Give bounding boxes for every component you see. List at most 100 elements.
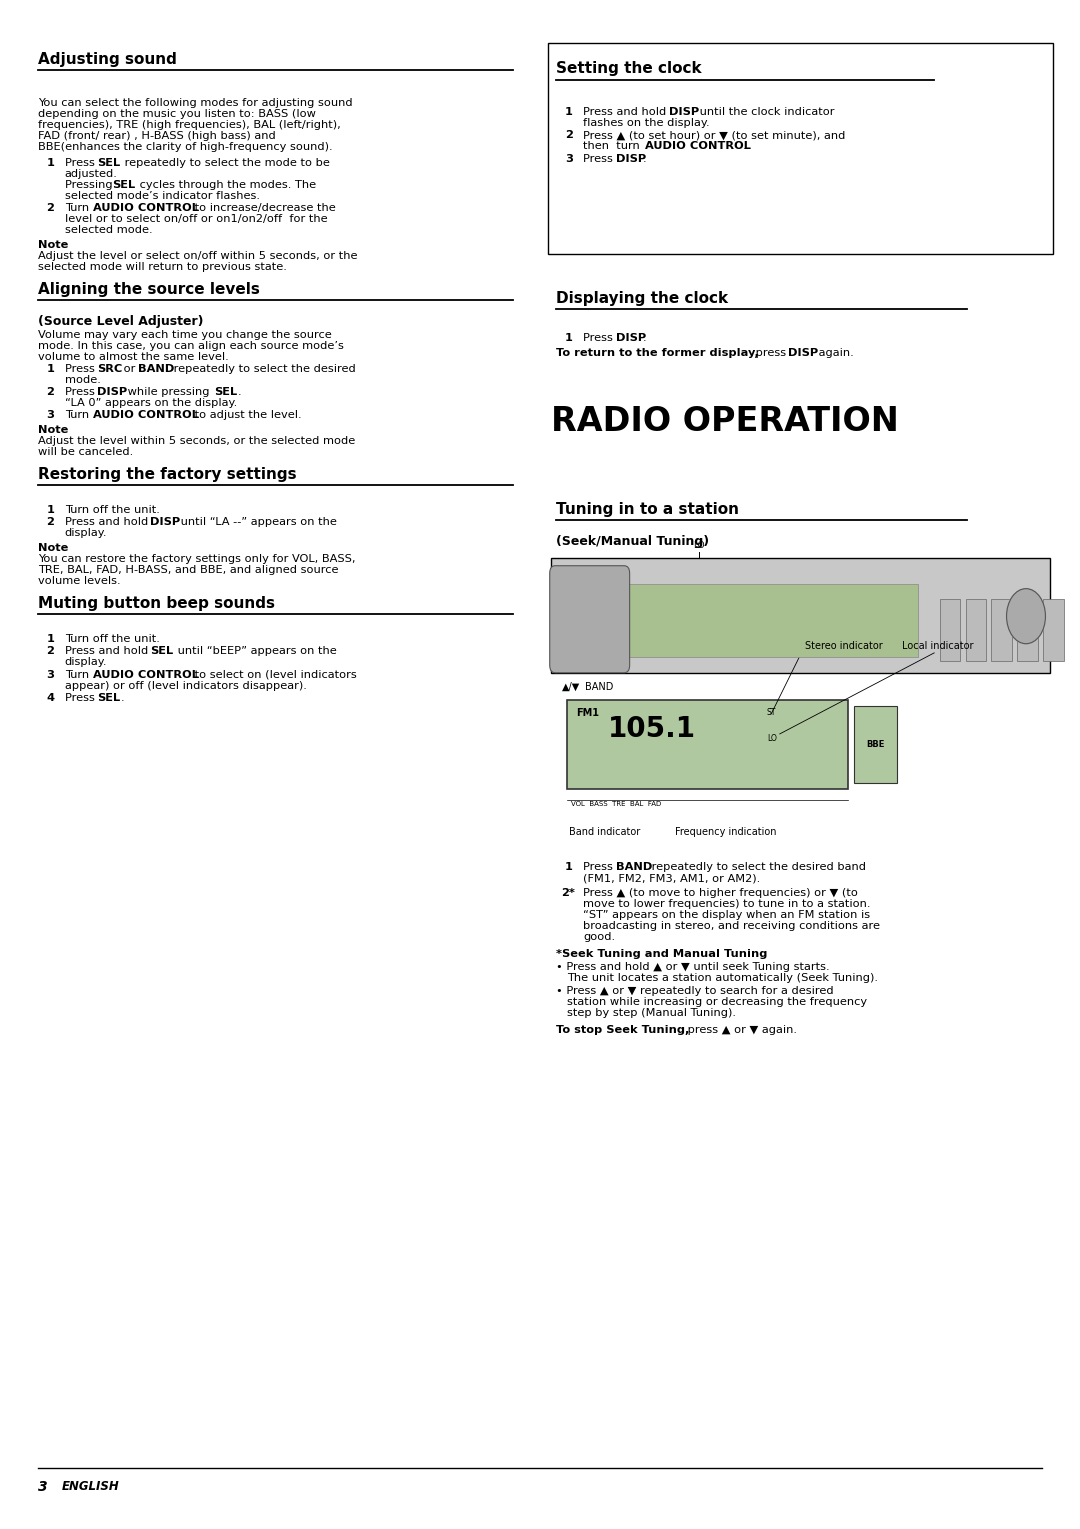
FancyBboxPatch shape — [854, 706, 897, 783]
Text: adjusted.: adjusted. — [65, 168, 118, 179]
Text: LO: LO — [767, 734, 777, 743]
FancyBboxPatch shape — [1043, 599, 1064, 661]
Text: volume to almost the same level.: volume to almost the same level. — [38, 352, 229, 362]
Text: Turn: Turn — [65, 203, 93, 213]
Text: 1: 1 — [565, 862, 572, 873]
Text: Setting the clock: Setting the clock — [556, 61, 702, 76]
FancyBboxPatch shape — [548, 43, 1053, 254]
Text: Press: Press — [583, 862, 617, 873]
Text: 2: 2 — [46, 203, 54, 213]
Text: then  turn: then turn — [583, 141, 644, 151]
Text: repeatedly to select the desired band: repeatedly to select the desired band — [648, 862, 866, 873]
Text: (Seek/Manual Tuning): (Seek/Manual Tuning) — [556, 535, 710, 549]
Text: .: . — [643, 153, 646, 164]
FancyBboxPatch shape — [567, 700, 848, 789]
Text: DISP: DISP — [788, 347, 819, 358]
Text: Adjusting sound: Adjusting sound — [38, 52, 177, 67]
Text: VOL  BASS  TRE  BAL  FAD: VOL BASS TRE BAL FAD — [571, 801, 662, 807]
Text: TRE, BAL, FAD, H-BASS, and BBE, and aligned source: TRE, BAL, FAD, H-BASS, and BBE, and alig… — [38, 564, 338, 575]
Text: Muting button beep sounds: Muting button beep sounds — [38, 596, 274, 612]
Text: AUDIO CONTROL: AUDIO CONTROL — [93, 670, 199, 679]
Text: 1: 1 — [565, 333, 572, 344]
FancyBboxPatch shape — [1017, 599, 1038, 661]
Text: Press and hold: Press and hold — [583, 107, 670, 118]
Text: 3: 3 — [46, 410, 54, 420]
Text: DISP: DISP — [669, 107, 699, 118]
Text: BAND: BAND — [138, 364, 175, 375]
Text: mode.: mode. — [65, 375, 100, 385]
Text: Press: Press — [65, 693, 98, 703]
Text: press ▲ or ▼ again.: press ▲ or ▼ again. — [684, 1024, 797, 1035]
Text: AUDIO CONTROL: AUDIO CONTROL — [93, 203, 199, 213]
FancyBboxPatch shape — [551, 558, 1050, 673]
Text: *Seek Tuning and Manual Tuning: *Seek Tuning and Manual Tuning — [556, 948, 768, 959]
Text: display.: display. — [65, 529, 107, 538]
Text: 1: 1 — [46, 505, 54, 515]
Text: selected mode will return to previous state.: selected mode will return to previous st… — [38, 261, 286, 272]
Text: .: . — [643, 333, 646, 344]
Text: SEL: SEL — [150, 647, 173, 656]
Text: Press: Press — [65, 387, 98, 398]
FancyBboxPatch shape — [991, 599, 1012, 661]
Text: flashes on the display.: flashes on the display. — [583, 118, 710, 128]
Text: 1: 1 — [46, 157, 54, 168]
Text: Stereo indicator: Stereo indicator — [805, 641, 882, 651]
FancyBboxPatch shape — [629, 584, 918, 657]
Text: station while increasing or decreasing the frequency: station while increasing or decreasing t… — [567, 997, 867, 1008]
Text: Frequency indication: Frequency indication — [675, 827, 777, 838]
Text: will be canceled.: will be canceled. — [38, 446, 133, 457]
Text: FAD (front/ rear) , H-BASS (high bass) and: FAD (front/ rear) , H-BASS (high bass) a… — [38, 131, 275, 141]
Text: mode. In this case, you can align each source mode’s: mode. In this case, you can align each s… — [38, 341, 343, 350]
Text: to adjust the level.: to adjust the level. — [191, 410, 301, 420]
Text: selected mode’s indicator flashes.: selected mode’s indicator flashes. — [65, 191, 260, 200]
Text: BBE(enhances the clarity of high-frequency sound).: BBE(enhances the clarity of high-frequen… — [38, 142, 333, 153]
Text: (Source Level Adjuster): (Source Level Adjuster) — [38, 315, 203, 329]
Text: Press: Press — [65, 364, 98, 375]
Text: Adjust the level within 5 seconds, or the selected mode: Adjust the level within 5 seconds, or th… — [38, 436, 355, 446]
Text: 2: 2 — [565, 130, 572, 141]
Text: You can select the following modes for adjusting sound: You can select the following modes for a… — [38, 98, 352, 109]
Text: Volume may vary each time you change the source: Volume may vary each time you change the… — [38, 330, 332, 339]
Text: The unit locates a station automatically (Seek Tuning).: The unit locates a station automatically… — [567, 972, 878, 983]
Text: while pressing: while pressing — [124, 387, 214, 398]
Text: .: . — [238, 387, 241, 398]
Text: appear) or off (level indicators disappear).: appear) or off (level indicators disappe… — [65, 680, 307, 691]
Circle shape — [1007, 589, 1045, 644]
Text: frequencies), TRE (high frequencies), BAL (left/right),: frequencies), TRE (high frequencies), BA… — [38, 119, 340, 130]
Text: ST: ST — [767, 708, 777, 717]
Text: To return to the former display,: To return to the former display, — [556, 347, 759, 358]
Text: repeatedly to select the mode to be: repeatedly to select the mode to be — [121, 157, 329, 168]
FancyBboxPatch shape — [966, 599, 986, 661]
Text: Note: Note — [38, 543, 68, 553]
Text: display.: display. — [65, 657, 107, 667]
Text: volume levels.: volume levels. — [38, 576, 121, 586]
Text: good.: good. — [583, 933, 616, 942]
Text: 1: 1 — [46, 635, 54, 644]
Text: 2: 2 — [46, 517, 54, 528]
Text: To stop Seek Tuning,: To stop Seek Tuning, — [556, 1024, 689, 1035]
Text: until “bEEP” appears on the: until “bEEP” appears on the — [174, 647, 337, 656]
Text: Turn: Turn — [65, 410, 93, 420]
Text: You can restore the factory settings only for VOL, BASS,: You can restore the factory settings onl… — [38, 553, 355, 564]
Text: .: . — [743, 141, 746, 151]
Text: SEL: SEL — [97, 693, 120, 703]
Text: 105.1: 105.1 — [608, 716, 696, 743]
Text: LO: LO — [693, 541, 705, 550]
Text: SEL: SEL — [112, 180, 135, 190]
Text: depending on the music you listen to: BASS (low: depending on the music you listen to: BA… — [38, 109, 315, 119]
Text: Turn: Turn — [65, 670, 93, 679]
Text: SEL: SEL — [214, 387, 237, 398]
Text: Note: Note — [38, 425, 68, 434]
Text: Displaying the clock: Displaying the clock — [556, 291, 728, 306]
FancyBboxPatch shape — [550, 566, 630, 673]
Text: Adjust the level or select on/off within 5 seconds, or the: Adjust the level or select on/off within… — [38, 251, 357, 260]
Text: FM1: FM1 — [576, 708, 598, 719]
Text: Pressing: Pressing — [65, 180, 116, 190]
Text: .: . — [121, 693, 124, 703]
Text: to increase/decrease the: to increase/decrease the — [191, 203, 336, 213]
Text: Press and hold: Press and hold — [65, 517, 151, 528]
Text: DISP: DISP — [150, 517, 180, 528]
Text: (FM1, FM2, FM3, AM1, or AM2).: (FM1, FM2, FM3, AM1, or AM2). — [583, 873, 760, 884]
Text: Tuning in to a station: Tuning in to a station — [556, 502, 739, 517]
Text: “LA 0” appears on the display.: “LA 0” appears on the display. — [65, 398, 237, 408]
